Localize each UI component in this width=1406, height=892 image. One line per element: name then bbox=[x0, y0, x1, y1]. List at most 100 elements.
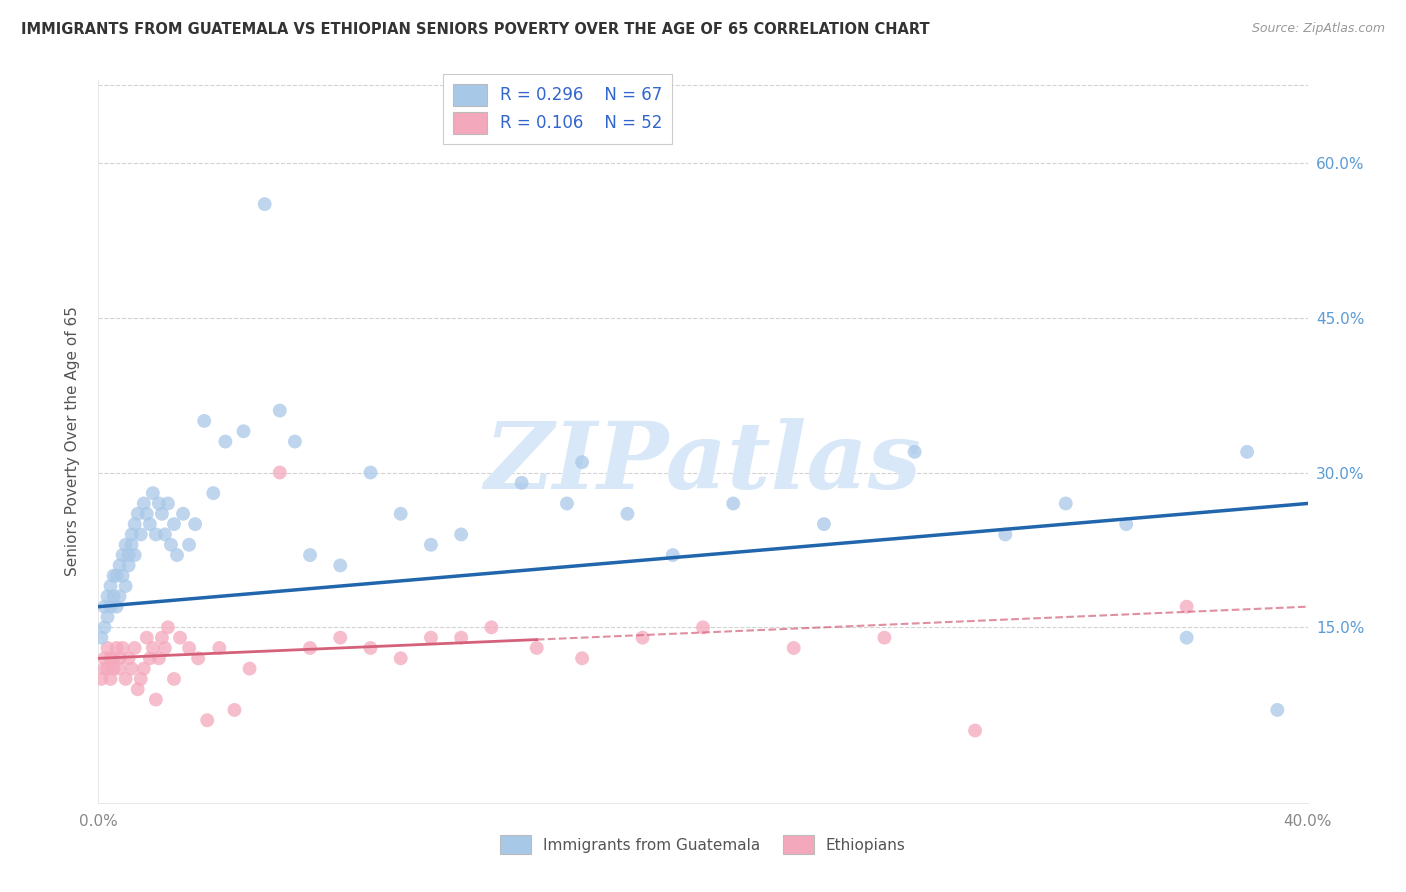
Point bbox=[118, 651, 141, 665]
Point bbox=[135, 631, 157, 645]
Legend: Immigrants from Guatemala, Ethiopians: Immigrants from Guatemala, Ethiopians bbox=[494, 830, 912, 860]
Point bbox=[269, 403, 291, 417]
Point bbox=[139, 651, 162, 665]
Point bbox=[420, 631, 443, 645]
Point bbox=[153, 640, 176, 655]
Point bbox=[132, 662, 155, 676]
Point bbox=[661, 548, 683, 562]
Point bbox=[111, 568, 134, 582]
Point bbox=[96, 662, 118, 676]
Point bbox=[1054, 496, 1077, 510]
Point bbox=[121, 527, 143, 541]
Point bbox=[103, 662, 125, 676]
Point bbox=[193, 414, 215, 428]
Point bbox=[105, 568, 128, 582]
Point bbox=[299, 548, 322, 562]
Point bbox=[118, 548, 141, 562]
Point bbox=[163, 672, 186, 686]
Point bbox=[389, 507, 412, 521]
Point bbox=[214, 434, 236, 449]
Point bbox=[150, 507, 173, 521]
Point bbox=[616, 507, 638, 521]
Point bbox=[93, 620, 115, 634]
Point bbox=[1115, 517, 1137, 532]
Point bbox=[208, 640, 231, 655]
Point bbox=[153, 527, 176, 541]
Point bbox=[127, 682, 149, 697]
Point bbox=[96, 610, 118, 624]
Point bbox=[329, 558, 352, 573]
Point bbox=[555, 496, 578, 510]
Point bbox=[269, 466, 291, 480]
Point bbox=[124, 640, 146, 655]
Point bbox=[103, 590, 125, 604]
Point bbox=[1236, 445, 1258, 459]
Point bbox=[90, 631, 112, 645]
Point bbox=[90, 672, 112, 686]
Point bbox=[111, 548, 134, 562]
Point bbox=[111, 640, 134, 655]
Point bbox=[1175, 631, 1198, 645]
Point bbox=[103, 568, 125, 582]
Point bbox=[450, 527, 472, 541]
Point bbox=[108, 590, 131, 604]
Point bbox=[389, 651, 412, 665]
Point bbox=[105, 599, 128, 614]
Point bbox=[450, 631, 472, 645]
Point bbox=[360, 466, 382, 480]
Text: IMMIGRANTS FROM GUATEMALA VS ETHIOPIAN SENIORS POVERTY OVER THE AGE OF 65 CORREL: IMMIGRANTS FROM GUATEMALA VS ETHIOPIAN S… bbox=[21, 22, 929, 37]
Point bbox=[118, 558, 141, 573]
Point bbox=[187, 651, 209, 665]
Point bbox=[253, 197, 276, 211]
Point bbox=[114, 579, 136, 593]
Point bbox=[166, 548, 188, 562]
Point bbox=[965, 723, 987, 738]
Point bbox=[692, 620, 714, 634]
Point bbox=[195, 713, 218, 727]
Point bbox=[105, 640, 128, 655]
Point bbox=[169, 631, 191, 645]
Point bbox=[329, 631, 352, 645]
Point bbox=[100, 672, 122, 686]
Point bbox=[108, 558, 131, 573]
Point bbox=[723, 496, 745, 510]
Point bbox=[1175, 599, 1198, 614]
Point bbox=[100, 579, 122, 593]
Point bbox=[873, 631, 896, 645]
Point bbox=[139, 517, 162, 532]
Point bbox=[145, 527, 167, 541]
Point bbox=[124, 548, 146, 562]
Point bbox=[142, 486, 165, 500]
Point bbox=[93, 662, 115, 676]
Point bbox=[114, 538, 136, 552]
Point bbox=[179, 640, 201, 655]
Point bbox=[284, 434, 307, 449]
Text: ZIPatlas: ZIPatlas bbox=[485, 418, 921, 508]
Point bbox=[96, 590, 118, 604]
Point bbox=[631, 631, 654, 645]
Point bbox=[121, 662, 143, 676]
Point bbox=[121, 538, 143, 552]
Point bbox=[526, 640, 548, 655]
Point bbox=[156, 620, 179, 634]
Point bbox=[179, 538, 201, 552]
Point bbox=[184, 517, 207, 532]
Point bbox=[148, 651, 170, 665]
Point bbox=[96, 640, 118, 655]
Point bbox=[571, 651, 593, 665]
Point bbox=[904, 445, 927, 459]
Point bbox=[232, 424, 254, 438]
Point bbox=[571, 455, 593, 469]
Point bbox=[103, 651, 125, 665]
Point bbox=[156, 496, 179, 510]
Point bbox=[100, 651, 122, 665]
Point bbox=[783, 640, 806, 655]
Point bbox=[172, 507, 194, 521]
Point bbox=[813, 517, 835, 532]
Point bbox=[481, 620, 503, 634]
Point bbox=[100, 599, 122, 614]
Point bbox=[124, 517, 146, 532]
Point bbox=[135, 507, 157, 521]
Point bbox=[142, 640, 165, 655]
Point bbox=[994, 527, 1017, 541]
